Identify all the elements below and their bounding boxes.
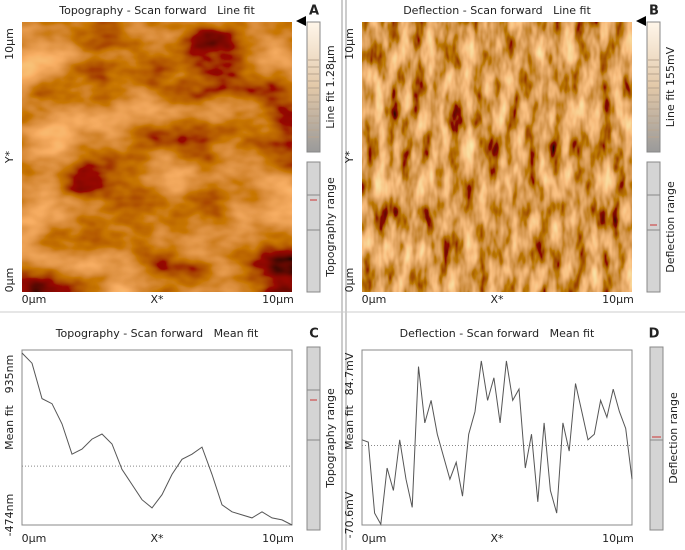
panel-letter: D [649,327,660,342]
scan-image [22,22,292,292]
panel-letter: C [309,327,319,342]
y-label: 0µm [343,268,356,293]
x-label: 0µm [362,532,387,545]
y-label: 0µm [3,268,16,293]
plot-frame [361,349,633,526]
marker-arrow [296,16,306,26]
panel-title: Topography - Scan forward Mean fit [55,327,259,340]
x-label: 10µm [262,293,294,306]
panel-letter: A [309,4,319,19]
range-label: Topography range [324,177,337,278]
panel-letter: B [649,4,659,19]
y-label: Y* [3,150,16,164]
profile-line [21,352,293,526]
x-label: 0µm [362,293,387,306]
panel-title: Deflection - Scan forward Mean fit [400,327,595,340]
range-bar [649,346,664,531]
x-label: 10µm [602,532,634,545]
y-label: -70.6mV [343,491,356,538]
colorbar-label: Line fit 155mV [664,46,677,127]
y-label: -474nm [3,494,16,537]
plot-frame [21,349,293,526]
x-label: 0µm [22,293,47,306]
y-label: Mean fit [3,404,16,449]
range-bar [646,161,661,293]
x-label: 0µm [22,532,47,545]
profile-line [361,360,633,526]
range-label: Topography range [324,388,337,489]
colorbar [646,21,661,153]
x-label: 10µm [262,532,294,545]
range-bar [306,346,321,531]
range-bar [306,161,321,293]
x-label: X* [150,293,164,306]
y-label: 935nm [3,355,16,394]
x-label: X* [490,293,504,306]
panel-title: Deflection - Scan forward Line fit [403,4,591,17]
x-label: 10µm [602,293,634,306]
y-label: Y* [343,150,356,164]
colorbar [306,21,321,153]
y-label: 10µm [343,28,356,60]
range-label: Deflection range [664,181,677,273]
range-label: Deflection range [667,392,680,484]
colorbar-label: Line fit 1.28µm [324,45,337,128]
y-label: Mean fit [343,404,356,449]
y-label: 84.7mV [343,352,356,395]
x-label: X* [490,532,504,545]
y-label: 10µm [3,28,16,60]
marker-arrow [636,16,646,26]
x-label: X* [150,532,164,545]
panel-title: Topography - Scan forward Line fit [58,4,255,17]
scan-image [362,22,632,292]
